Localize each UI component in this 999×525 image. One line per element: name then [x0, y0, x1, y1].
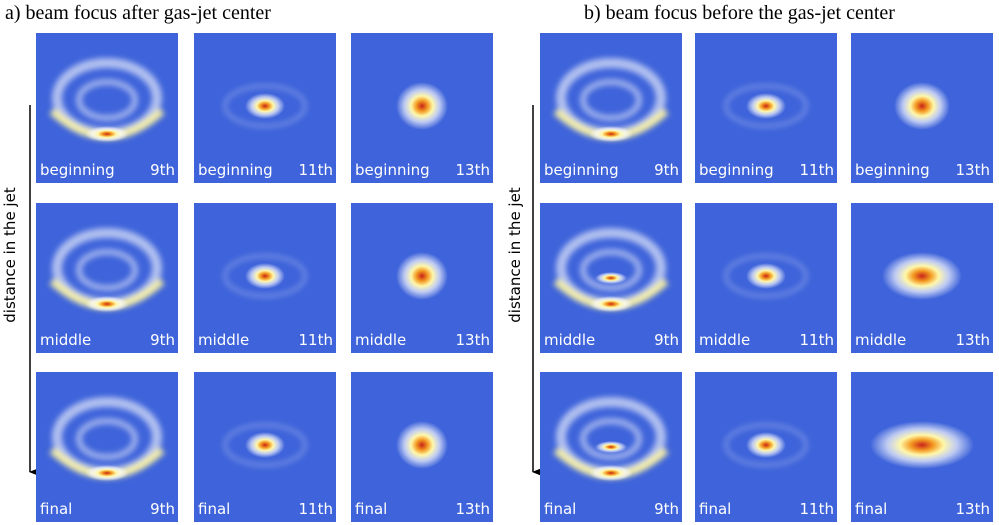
beam-image: beginning 11th: [695, 33, 837, 183]
spot: [870, 421, 974, 469]
halo: [223, 423, 307, 467]
spot: [746, 93, 786, 119]
stage-label: final: [355, 500, 387, 518]
order-label: 13th: [456, 500, 490, 518]
spot: [85, 296, 129, 312]
order-label: 9th: [150, 331, 175, 349]
spot: [746, 263, 786, 289]
beam-image: beginning 9th: [36, 33, 178, 183]
beam-image: beginning 13th: [351, 33, 493, 183]
stage-label: beginning: [40, 161, 115, 179]
stage-label: final: [40, 500, 72, 518]
order-label: 9th: [150, 161, 175, 179]
stage-label: beginning: [198, 161, 273, 179]
stage-label: final: [198, 500, 230, 518]
stage-label: final: [544, 500, 576, 518]
stage-label: middle: [198, 331, 249, 349]
stage-label: final: [855, 500, 887, 518]
spot: [589, 296, 633, 312]
halo: [724, 84, 808, 128]
halo: [724, 423, 808, 467]
spot: [245, 93, 285, 119]
ring: [580, 79, 642, 121]
halo: [724, 254, 808, 298]
beam-image: final 13th: [851, 372, 993, 522]
order-label: 11th: [800, 161, 834, 179]
axis-label: distance in the jet: [506, 187, 524, 323]
beam-image: beginning 11th: [194, 33, 336, 183]
beam-image: final 9th: [540, 372, 682, 522]
beam-image: beginning 13th: [851, 33, 993, 183]
spot: [882, 252, 962, 300]
beam-image: middle 11th: [194, 203, 336, 353]
panel-title: b) beam focus before the gas-jet center: [584, 2, 895, 24]
stage-label: beginning: [544, 161, 619, 179]
spot: [595, 272, 627, 284]
beam-image: middle 9th: [36, 203, 178, 353]
spot: [85, 465, 129, 481]
order-label: 13th: [456, 331, 490, 349]
order-label: 11th: [800, 500, 834, 518]
order-label: 11th: [299, 331, 333, 349]
panel-title: a) beam focus after gas-jet center: [5, 2, 271, 24]
beam-image: final 11th: [194, 372, 336, 522]
order-label: 13th: [456, 161, 490, 179]
stage-label: middle: [544, 331, 595, 349]
beam-image: middle 13th: [351, 203, 493, 353]
spot: [396, 252, 448, 300]
stage-label: beginning: [855, 161, 930, 179]
stage-label: middle: [355, 331, 406, 349]
ring: [76, 249, 138, 291]
stage-label: beginning: [355, 161, 430, 179]
halo: [223, 254, 307, 298]
stage-label: middle: [699, 331, 750, 349]
ring: [76, 418, 138, 460]
stage-label: middle: [40, 331, 91, 349]
order-label: 9th: [654, 161, 679, 179]
beam-image: middle 11th: [695, 203, 837, 353]
spot: [589, 126, 633, 142]
order-label: 11th: [800, 331, 834, 349]
beam-image: final 9th: [36, 372, 178, 522]
beam-image: final 11th: [695, 372, 837, 522]
spot: [894, 82, 950, 130]
spot: [396, 421, 448, 469]
beam-image: middle 13th: [851, 203, 993, 353]
ring: [580, 418, 642, 460]
spot: [396, 82, 448, 130]
order-label: 9th: [150, 500, 175, 518]
spot: [245, 263, 285, 289]
spot: [746, 432, 786, 458]
order-label: 13th: [956, 161, 990, 179]
ring: [76, 79, 138, 121]
order-label: 11th: [299, 500, 333, 518]
stage-label: middle: [855, 331, 906, 349]
stage-label: beginning: [699, 161, 774, 179]
beam-image: final 13th: [351, 372, 493, 522]
halo: [223, 84, 307, 128]
order-label: 13th: [956, 500, 990, 518]
stage-label: final: [699, 500, 731, 518]
spot: [245, 432, 285, 458]
order-label: 13th: [956, 331, 990, 349]
order-label: 11th: [299, 161, 333, 179]
spot: [85, 126, 129, 142]
axis-label: distance in the jet: [1, 187, 19, 323]
order-label: 9th: [654, 500, 679, 518]
order-label: 9th: [654, 331, 679, 349]
spot: [595, 441, 627, 453]
spot: [589, 465, 633, 481]
beam-image: middle 9th: [540, 203, 682, 353]
beam-image: beginning 9th: [540, 33, 682, 183]
ring: [580, 249, 642, 291]
